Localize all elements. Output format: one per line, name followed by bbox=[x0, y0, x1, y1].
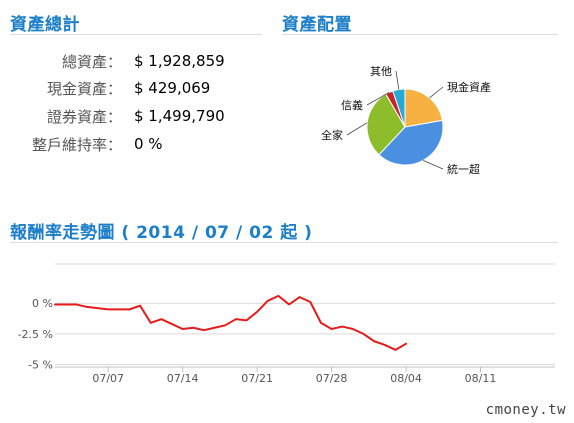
pie-slice-label: 現金資產 bbox=[447, 80, 491, 94]
x-tick-label: 08/04 bbox=[390, 372, 422, 385]
summary-label: 現金資產： bbox=[46, 79, 122, 98]
summary-value: $ 429,069 bbox=[134, 79, 211, 97]
return-trend-chart: 0 % -2.5 % -5 % 07/07 07/14 07/21 07/28 08/04 08… bbox=[18, 263, 555, 385]
summary-label: 證券資產： bbox=[46, 107, 122, 126]
pie-slice bbox=[378, 119, 444, 166]
summary-label: 總資產： bbox=[61, 52, 122, 71]
summary-label: 整戶維持率： bbox=[31, 135, 122, 154]
summary-title-rule bbox=[10, 34, 262, 35]
pie-slice-label: 信義 bbox=[341, 98, 363, 112]
pie-leader-line bbox=[395, 70, 400, 90]
summary-title: 資產總計 bbox=[10, 15, 80, 35]
pie-slice-label: 其他 bbox=[370, 65, 392, 78]
y-tick-label: 0 % bbox=[32, 297, 53, 310]
pie-slice bbox=[392, 88, 406, 128]
pie-leader-line bbox=[366, 92, 390, 106]
trend-title: 報酬率走勢圖 ( 2014 / 07 / 02 起 ) bbox=[10, 223, 313, 243]
summary-value: $ 1,928,859 bbox=[134, 52, 225, 70]
pie-slice-label: 全家 bbox=[321, 128, 343, 142]
allocation-title-rule bbox=[282, 34, 558, 35]
pie-slice bbox=[404, 88, 443, 128]
y-tick-label: -5 % bbox=[28, 359, 53, 372]
x-tick-label: 07/07 bbox=[92, 372, 124, 385]
return-series-line bbox=[54, 294, 408, 351]
summary-row-securities-assets: 證券資產： $ 1,499,790 bbox=[0, 103, 262, 129]
pie-slice-label: 統一超 bbox=[447, 162, 480, 176]
pie-leader-line bbox=[422, 160, 444, 170]
summary-value: $ 1,499,790 bbox=[134, 107, 225, 125]
x-tick-label: 07/21 bbox=[241, 372, 273, 385]
summary-row-total-assets: 總資產： $ 1,928,859 bbox=[0, 48, 262, 74]
allocation-title: 資產配置 bbox=[282, 15, 352, 35]
trend-title-rule bbox=[10, 242, 558, 243]
x-tick-label: 07/28 bbox=[316, 372, 348, 385]
x-tick-label: 08/11 bbox=[465, 372, 497, 385]
y-tick-label: -2.5 % bbox=[18, 328, 53, 341]
watermark: cmoney.tw bbox=[485, 402, 566, 418]
pie-leader-line bbox=[346, 122, 368, 136]
summary-row-maintenance-ratio: 整戶維持率： 0 % bbox=[0, 131, 262, 157]
x-tick-label: 07/14 bbox=[167, 372, 199, 385]
pie-leader-line bbox=[429, 86, 444, 99]
summary-value: 0 % bbox=[134, 135, 163, 153]
summary-row-cash-assets: 現金資產： $ 429,069 bbox=[0, 75, 262, 101]
